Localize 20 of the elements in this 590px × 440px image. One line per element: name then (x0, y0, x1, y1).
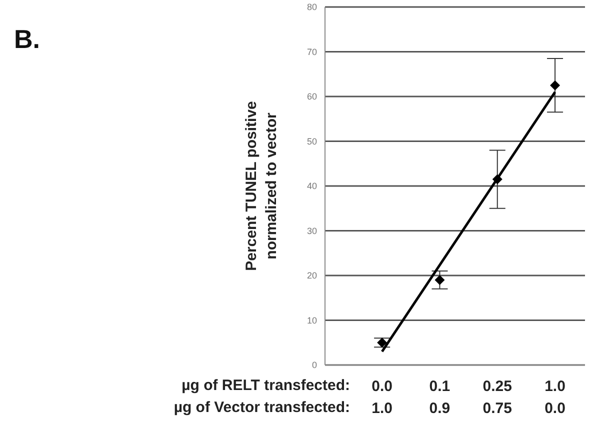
y-tick-label: 70 (306, 46, 317, 57)
point (492, 174, 502, 184)
y-tick-label: 30 (306, 226, 317, 236)
y-tick-label: 40 (306, 181, 317, 192)
x-tick-label: 0.25 0.75 (482, 378, 512, 417)
y-tick-label: 60 (306, 92, 317, 102)
x-axis-title: µg of RELT transfected: µg of Vector transfected: (174, 377, 350, 416)
y-axis-title: Percent TUNEL positive normalized to vector (243, 101, 280, 271)
text: B. (14, 24, 40, 54)
y-tick-label: 10 (306, 315, 317, 326)
x-tick-label: 0.1 0.9 (429, 378, 450, 417)
y-tick-label: 20 (306, 270, 317, 281)
point (434, 274, 445, 285)
y-tick-label: 50 (306, 136, 317, 146)
x-tick-label: 0.0 1.0 (372, 378, 393, 417)
point (377, 338, 388, 348)
point (550, 80, 560, 90)
x-tick-label: 1.0 0.0 (544, 378, 566, 417)
y-tick-label: 0 (312, 360, 317, 370)
y-tick-label: 80 (306, 2, 317, 12)
